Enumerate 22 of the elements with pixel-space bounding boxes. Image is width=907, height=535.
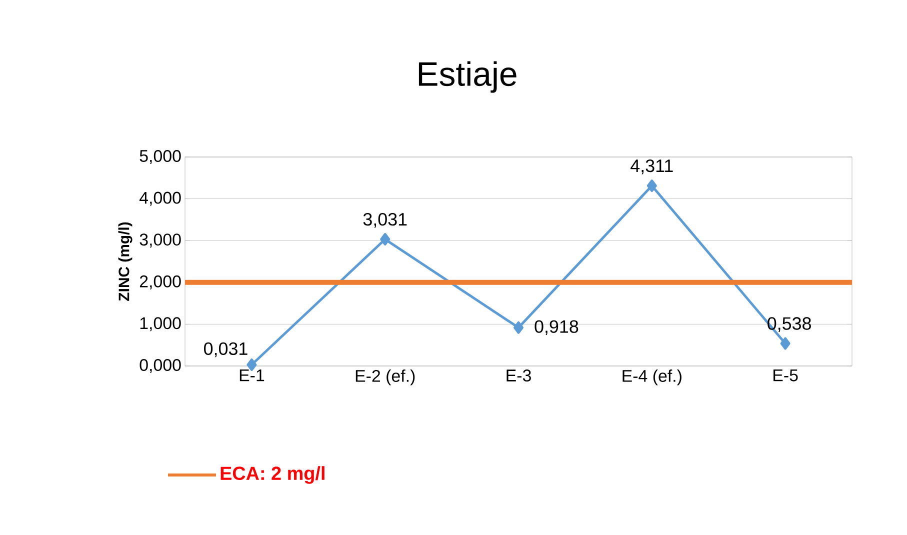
point (780, 337, 790, 350)
y-axis-title: ZINC (mg/l) (118, 222, 132, 301)
point (514, 321, 524, 334)
data-label: 0,031 (204, 342, 248, 358)
point (646, 180, 657, 192)
data-label: 0,918 (534, 320, 578, 336)
y-tick-label: 3,000 (140, 234, 181, 248)
x-tick-label: E-3 (506, 370, 531, 382)
x-tick-label: E-4 (ef.) (622, 370, 682, 386)
data-label: 4,311 (630, 159, 673, 174)
x-tick-label: E-1 (240, 370, 264, 382)
chart-title: Estiaje (418, 61, 516, 93)
y-tick-label: 5,000 (140, 150, 181, 164)
data-label: 3,031 (363, 212, 407, 228)
point (380, 233, 390, 246)
x-tick-label: E-2 (ef.) (356, 370, 415, 386)
y-tick-label: 1,000 (140, 317, 181, 332)
legend-label: ECA: 2 mg/l (220, 466, 324, 484)
x-tick-label: E-5 (774, 370, 798, 382)
y-tick-label: 4,000 (140, 192, 181, 206)
y-tick-label: 0,000 (140, 358, 181, 373)
y-tick-label: 2,000 (140, 275, 181, 290)
